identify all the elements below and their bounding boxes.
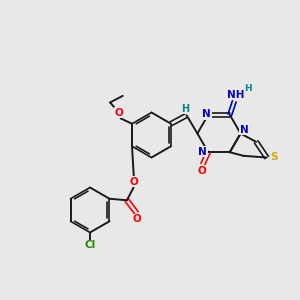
Text: O: O bbox=[115, 108, 124, 118]
Text: O: O bbox=[130, 177, 139, 187]
Text: H: H bbox=[181, 104, 189, 114]
Text: H: H bbox=[244, 84, 252, 93]
Text: S: S bbox=[271, 152, 278, 163]
Text: N: N bbox=[202, 109, 211, 119]
Text: N: N bbox=[198, 147, 207, 157]
Text: NH: NH bbox=[227, 90, 244, 100]
Text: Cl: Cl bbox=[84, 240, 96, 250]
Text: O: O bbox=[133, 214, 142, 224]
Text: O: O bbox=[198, 166, 207, 176]
Text: N: N bbox=[240, 125, 249, 135]
